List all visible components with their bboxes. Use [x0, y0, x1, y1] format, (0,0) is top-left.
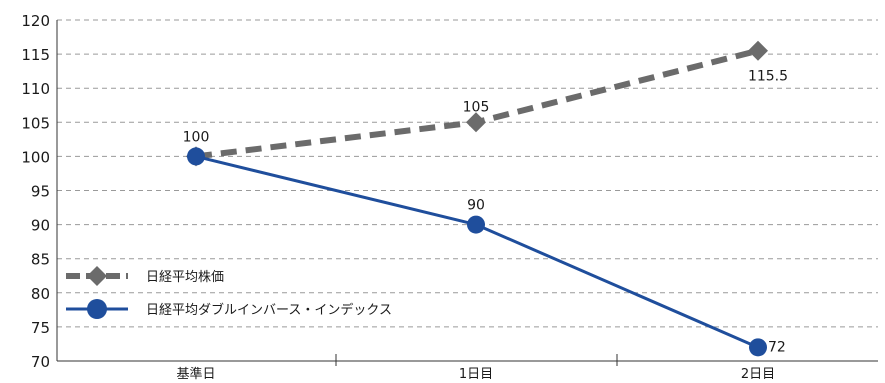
- data-label: 115.5: [748, 69, 788, 85]
- data-label: 90: [467, 198, 485, 214]
- y-tick-label: 90: [31, 217, 50, 235]
- y-tick-label: 105: [21, 114, 50, 132]
- series-1-point-2: [749, 338, 767, 357]
- y-tick-label: 80: [31, 285, 50, 303]
- x-tick-labels: 基準日 1日目 2日目: [176, 366, 775, 382]
- legend-label-0: 日経平均株価: [146, 270, 224, 285]
- x-tick-label: 2日目: [741, 367, 775, 382]
- legend-label-1: 日経平均ダブルインバース・インデックス: [146, 302, 392, 318]
- series-1-point-0: [187, 147, 205, 166]
- y-tick-label: 120: [21, 12, 50, 30]
- series-0-point-1: [466, 112, 486, 133]
- series-0-point-2: [748, 40, 768, 61]
- series: [186, 40, 768, 357]
- axes: [56, 20, 878, 366]
- series-line-1: [195, 154, 759, 349]
- series-1-point-1: [467, 215, 485, 234]
- x-tick-label: 基準日: [176, 366, 215, 382]
- y-tick-label: 100: [21, 148, 50, 166]
- y-tick-label: 95: [31, 183, 50, 201]
- y-tick-label: 75: [31, 319, 50, 337]
- y-tick-label: 70: [31, 353, 50, 371]
- y-tick-label: 85: [31, 251, 50, 269]
- legend-marker-1: [87, 299, 107, 319]
- data-label: 72: [768, 339, 786, 355]
- y-tick-label: 110: [21, 80, 50, 98]
- legend-marker-0: [87, 266, 107, 286]
- y-tick-labels: 70 75 80 85 90 95 100 105 110 115 120: [21, 12, 50, 371]
- x-tick-label: 1日目: [459, 367, 493, 382]
- grid-lines: [57, 19, 878, 328]
- y-tick-label: 115: [21, 46, 50, 64]
- data-labels: 105 115.5 100 90 72: [183, 69, 788, 356]
- data-label: 100: [183, 129, 210, 145]
- data-label: 105: [463, 99, 490, 115]
